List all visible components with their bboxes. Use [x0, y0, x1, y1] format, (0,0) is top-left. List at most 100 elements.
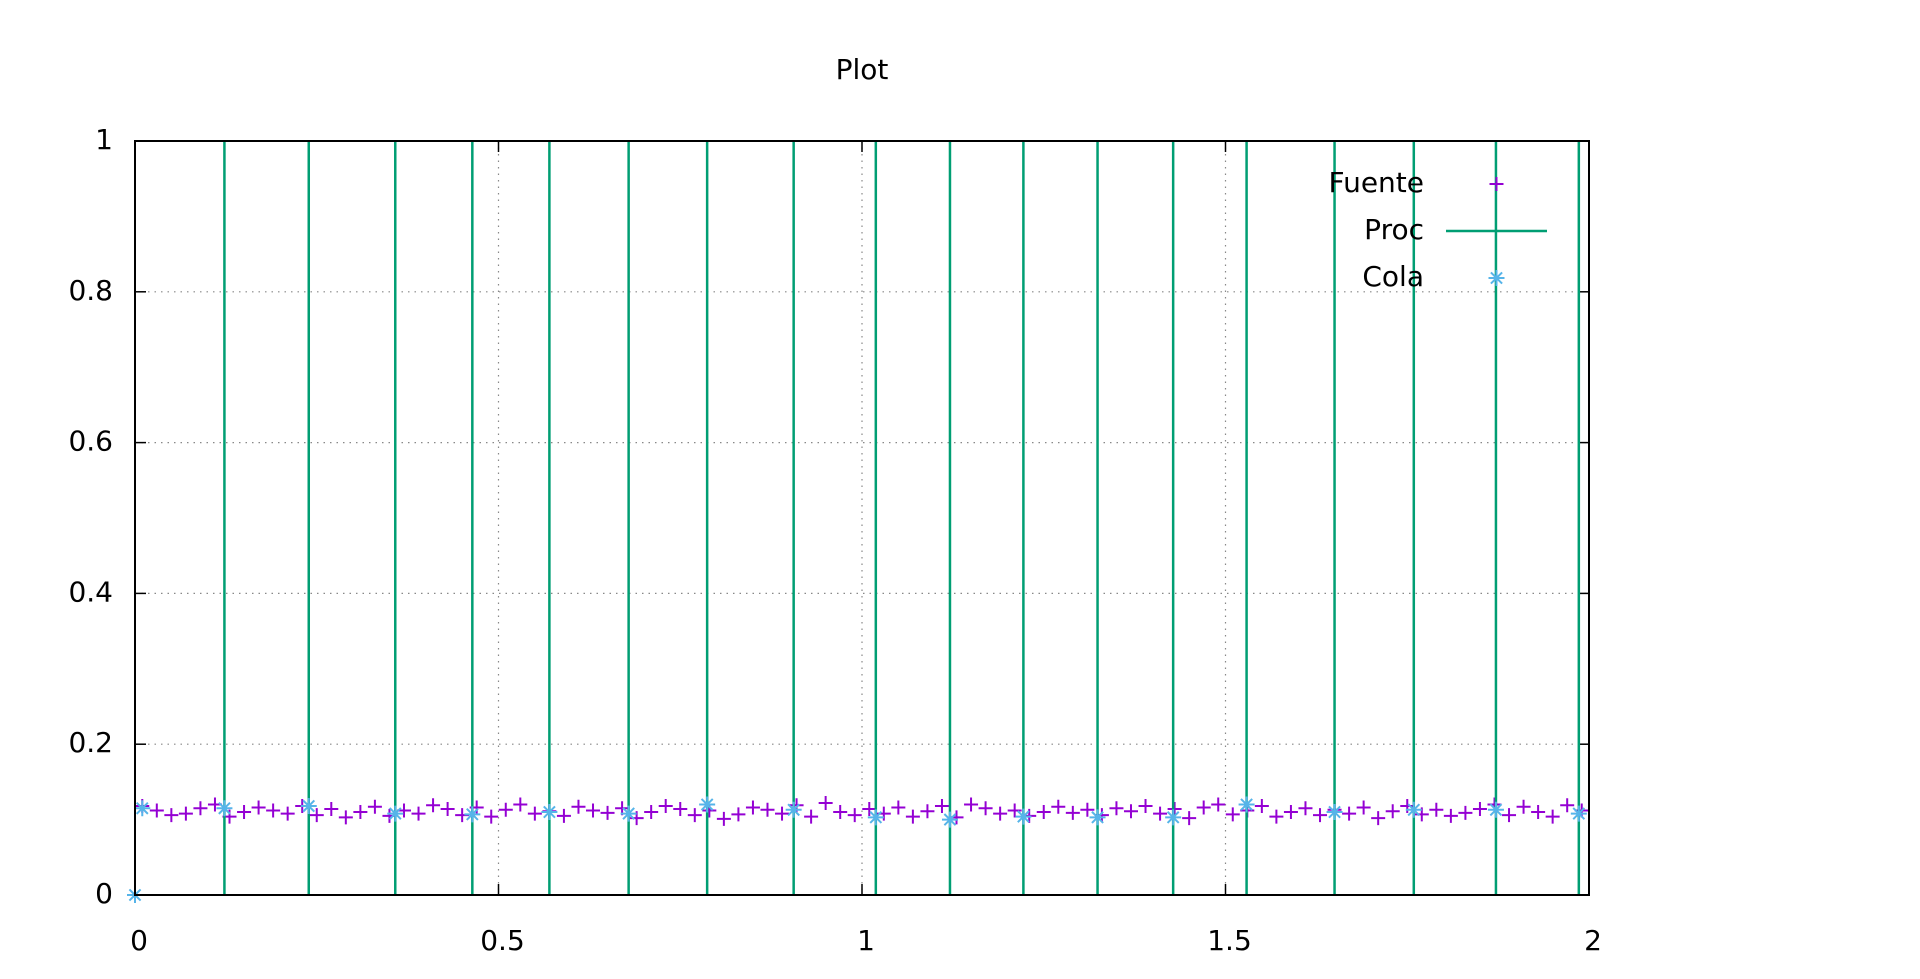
plus-point [644, 805, 659, 820]
plus-point [237, 805, 252, 820]
star-point [1238, 796, 1255, 813]
plus-point [1313, 808, 1328, 823]
plus-point [716, 811, 731, 826]
plus-point [411, 806, 426, 821]
plus-point [1211, 797, 1226, 812]
x-tick-label: 1.5 [1207, 924, 1252, 957]
plus-point [891, 800, 906, 815]
plus-point [266, 803, 281, 818]
plus-point [440, 802, 455, 817]
plus-point [1254, 799, 1269, 814]
plus-point [862, 802, 877, 817]
plus-point [1269, 809, 1284, 824]
plus-point [1516, 799, 1531, 814]
y-tick-label: 1 [95, 123, 113, 156]
plus-point [1196, 800, 1211, 815]
y-tick-label: 0.6 [68, 425, 113, 458]
plus-point [1167, 802, 1182, 817]
plus-point [745, 800, 760, 815]
plus-point [1545, 809, 1560, 824]
plus-point [847, 808, 862, 823]
plus-point [818, 796, 833, 811]
plus-point [731, 807, 746, 822]
plus-point [1560, 798, 1575, 813]
legend-swatch [1488, 270, 1505, 286]
plus-point [309, 808, 324, 823]
plus-point [920, 804, 935, 819]
plus-point [1007, 803, 1022, 818]
star-point [1326, 804, 1343, 821]
plus-point [658, 799, 673, 814]
plus-point [1123, 804, 1138, 819]
plus-point [484, 809, 499, 824]
plus-point [586, 803, 601, 818]
plus-point [193, 801, 208, 816]
star-point [785, 801, 802, 818]
plus-point [1109, 801, 1124, 816]
plus-point [833, 805, 848, 820]
x-tick-label: 0.5 [480, 924, 525, 957]
plus-point [1371, 811, 1386, 826]
plus-point [178, 806, 193, 821]
y-tick-label: 0.8 [68, 274, 113, 307]
star-point [541, 804, 558, 821]
plus-point [1153, 806, 1168, 821]
legend-swatch [1489, 177, 1504, 191]
plus-point [338, 810, 353, 825]
plus-point [1080, 802, 1095, 817]
y-tick-label: 0 [95, 877, 113, 910]
plus-point [1458, 805, 1473, 820]
star-point [1405, 801, 1422, 818]
star-point [867, 809, 884, 826]
plus-point [1182, 811, 1197, 826]
plus-point [1225, 807, 1240, 822]
plus-point [1385, 804, 1400, 819]
chart-title: Plot [836, 53, 889, 86]
plus-point [1472, 802, 1487, 817]
plus-point [324, 802, 339, 817]
plus-point [775, 806, 790, 821]
plus-point [1283, 805, 1298, 820]
plus-point [1298, 801, 1313, 816]
plus-point [600, 805, 615, 820]
plus-point [1531, 805, 1546, 820]
plus-point [1065, 805, 1080, 820]
star-point [1089, 809, 1106, 826]
legend-label: Fuente [1329, 166, 1425, 199]
star-point [216, 800, 233, 817]
plus-point [1429, 802, 1444, 817]
plus-point [993, 806, 1008, 821]
plus-point [251, 800, 266, 815]
plus-point [804, 809, 819, 824]
star-point [134, 800, 151, 817]
plus-point [513, 797, 528, 812]
star-point [387, 805, 404, 822]
star-point [1570, 805, 1587, 822]
plus-point [1036, 805, 1051, 820]
x-tick-label: 1 [857, 924, 875, 957]
y-tick-label: 0.2 [68, 726, 113, 759]
plus-point [1342, 806, 1357, 821]
plus-point [556, 808, 571, 823]
plus-point [149, 803, 164, 818]
plus-point [934, 799, 949, 814]
plus-point [280, 806, 295, 821]
plus-point [1138, 799, 1153, 814]
plus-point [498, 802, 513, 817]
plus-point [1356, 800, 1371, 815]
plus-point [571, 799, 586, 814]
plus-point [905, 809, 920, 824]
plot-frame [134, 140, 1590, 896]
plus-point [164, 808, 179, 823]
plus-point [367, 799, 382, 814]
plus-point [353, 805, 368, 820]
star-point [699, 796, 716, 813]
plus-point [964, 797, 979, 812]
star-point [300, 798, 317, 815]
plus-point [760, 802, 775, 817]
plus-point [527, 806, 542, 821]
x-tick-label: 0 [130, 924, 148, 957]
plus-point [1443, 808, 1458, 823]
star-point [1487, 801, 1504, 818]
